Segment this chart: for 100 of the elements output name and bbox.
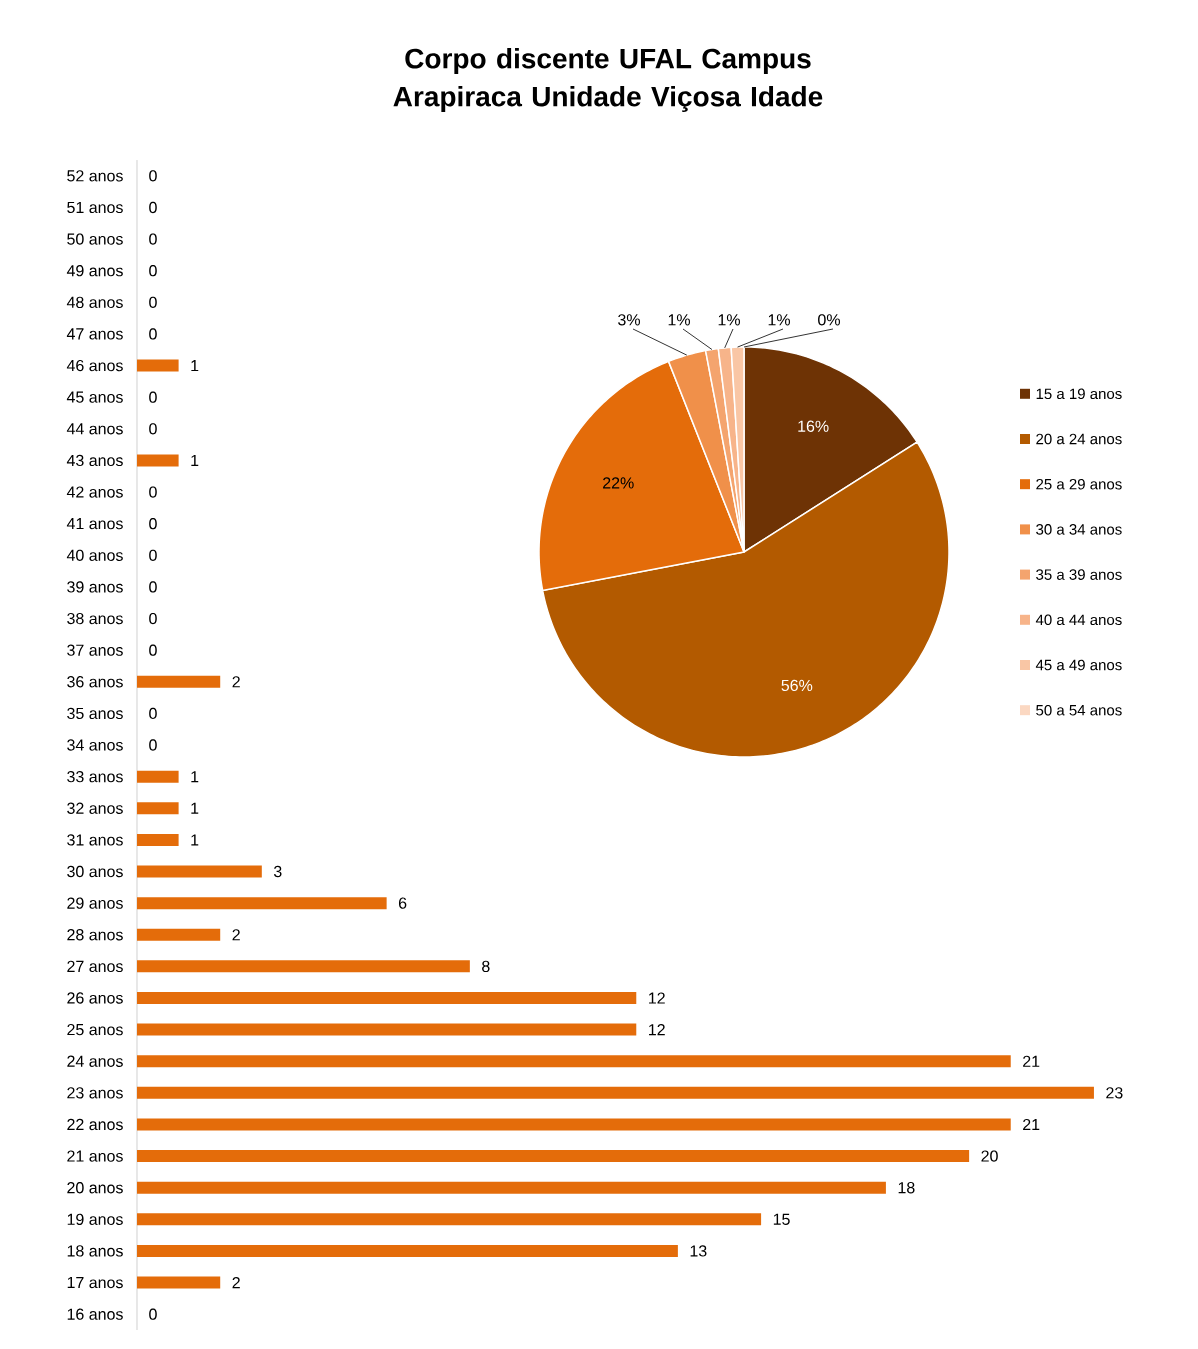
y-tick-label: 16 anos bbox=[67, 1308, 123, 1320]
data-label: 0 bbox=[149, 1308, 157, 1320]
data-label: 0 bbox=[149, 265, 157, 277]
data-label: 1 bbox=[191, 834, 199, 846]
data-label: 1 bbox=[191, 454, 199, 466]
data-label: 22% bbox=[603, 477, 634, 489]
data-label: 3 bbox=[273, 865, 282, 878]
data-label: 18 bbox=[898, 1182, 915, 1194]
y-tick-label: 44 anos bbox=[66, 423, 123, 435]
y-tick-label: 37 anos bbox=[67, 644, 123, 656]
bar bbox=[137, 1118, 1011, 1131]
data-label: 0 bbox=[149, 707, 157, 720]
y-tick-label: 30 anos bbox=[67, 865, 123, 878]
y-tick-label: 25 anos bbox=[67, 1023, 123, 1036]
bar bbox=[137, 1244, 678, 1257]
bar bbox=[137, 1055, 1011, 1068]
data-label: 1% bbox=[668, 314, 690, 326]
y-tick-label: 49 anos bbox=[66, 265, 123, 277]
data-label: 12 bbox=[649, 1024, 665, 1036]
legend-label: 45 a 49 anos bbox=[1035, 659, 1122, 671]
chart-title: Corpo discente UFAL Campus Arapiraca Unidade Viçosa Idade bbox=[393, 47, 823, 113]
y-tick-label: 51 anos bbox=[67, 201, 123, 214]
y-tick-label: 23 anos bbox=[67, 1087, 123, 1099]
data-label: 0 bbox=[149, 296, 157, 308]
data-label: 0 bbox=[149, 328, 157, 340]
y-tick-label: 39 anos bbox=[67, 581, 123, 593]
y-tick-label: 19 anos bbox=[67, 1213, 123, 1225]
data-label: 2 bbox=[232, 929, 240, 941]
y-tick-label: 32 anos bbox=[67, 802, 123, 814]
data-label: 1% bbox=[718, 314, 740, 326]
data-label: 21 bbox=[1023, 1055, 1040, 1067]
data-label: 0 bbox=[149, 739, 157, 751]
bar bbox=[137, 865, 262, 878]
y-tick-label: 38 anos bbox=[67, 612, 123, 625]
data-label: 0 bbox=[149, 581, 157, 593]
data-label: 2 bbox=[232, 676, 240, 688]
y-tick-label: 52 anos bbox=[67, 170, 123, 182]
y-tick-label: 18 anos bbox=[67, 1245, 123, 1257]
y-tick-label: 29 anos bbox=[67, 897, 123, 909]
data-label: 0 bbox=[149, 612, 157, 625]
data-label: 12 bbox=[649, 992, 665, 1004]
y-tick-label: 24 anos bbox=[67, 1055, 123, 1067]
y-tick-label: 36 anos bbox=[67, 676, 123, 688]
legend-label: 30 a 34 anos bbox=[1036, 524, 1122, 535]
bar bbox=[137, 1150, 970, 1163]
data-label: 0 bbox=[149, 423, 157, 435]
bar bbox=[137, 1086, 1094, 1099]
data-label: 1 bbox=[191, 360, 199, 372]
data-label: 1 bbox=[191, 771, 199, 783]
data-label: 0 bbox=[149, 233, 157, 245]
data-label: 0 bbox=[149, 518, 157, 530]
legend-label: 35 a 39 anos bbox=[1036, 569, 1122, 580]
y-tick-label: 42 anos bbox=[66, 486, 123, 498]
y-tick-label: 35 anos bbox=[67, 707, 123, 720]
y-tick-label: 45 anos bbox=[66, 391, 123, 403]
y-tick-label: 20 anos bbox=[67, 1182, 123, 1194]
bar bbox=[137, 359, 179, 372]
legend-label: 50 a 54 anos bbox=[1036, 704, 1122, 716]
data-label: 23 bbox=[1106, 1087, 1123, 1099]
data-label: 8 bbox=[482, 960, 490, 973]
data-label: 15 bbox=[773, 1213, 790, 1225]
y-tick-label: 50 anos bbox=[67, 233, 123, 245]
data-label: 21 bbox=[1023, 1118, 1040, 1131]
y-tick-label: 21 anos bbox=[67, 1150, 123, 1162]
data-label: 0 bbox=[149, 644, 157, 656]
bar bbox=[137, 454, 179, 467]
data-label: 1% bbox=[768, 314, 790, 326]
y-tick-label: 48 anos bbox=[66, 296, 123, 308]
data-label: 6 bbox=[398, 897, 407, 909]
data-label: 2 bbox=[232, 1277, 240, 1289]
y-tick-label: 26 anos bbox=[67, 992, 123, 1004]
bar bbox=[137, 1023, 637, 1036]
legend-label: 15 a 19 anos bbox=[1036, 388, 1122, 400]
data-label: 16% bbox=[798, 420, 829, 432]
y-tick-label: 41 anos bbox=[66, 518, 123, 530]
bar bbox=[137, 770, 179, 783]
bar bbox=[137, 928, 221, 941]
y-tick-label: 28 anos bbox=[67, 929, 123, 941]
data-label: 0 bbox=[149, 549, 157, 561]
bar bbox=[137, 991, 637, 1004]
bar bbox=[137, 833, 179, 846]
legend-label: 20 a 24 anos bbox=[1036, 433, 1122, 445]
legend-label: 25 a 29 anos bbox=[1036, 478, 1122, 490]
y-tick-label: 22 anos bbox=[67, 1118, 123, 1131]
y-tick-label: 27 anos bbox=[67, 960, 123, 973]
y-tick-label: 34 anos bbox=[67, 739, 123, 751]
bar bbox=[137, 1181, 886, 1194]
data-label: 20 bbox=[981, 1150, 998, 1162]
bar bbox=[137, 897, 387, 910]
y-tick-label: 31 anos bbox=[67, 834, 123, 846]
y-tick-label: 17 anos bbox=[67, 1276, 123, 1289]
bar bbox=[137, 1213, 762, 1226]
data-label: 1 bbox=[191, 802, 199, 814]
bar bbox=[137, 960, 470, 973]
y-tick-label: 33 anos bbox=[67, 770, 123, 783]
y-tick-label: 46 anos bbox=[66, 359, 123, 372]
data-label: 0 bbox=[149, 170, 157, 182]
bar bbox=[137, 1276, 221, 1289]
data-label: 56% bbox=[781, 679, 813, 692]
y-tick-label: 47 anos bbox=[66, 328, 123, 340]
